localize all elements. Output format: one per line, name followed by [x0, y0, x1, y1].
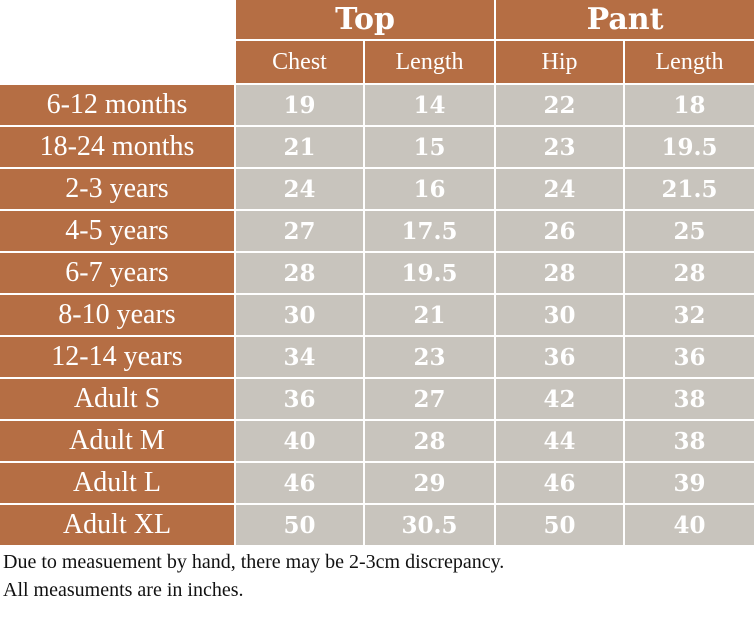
note-discrepancy: Due to measuement by hand, there may be … — [3, 551, 505, 573]
table-cell: 36 — [625, 337, 754, 377]
table-cell: 22 — [496, 85, 623, 125]
table-cell: 24 — [236, 169, 363, 209]
note-units: All measuments are in inches. — [3, 579, 244, 601]
table-cell: 19 — [236, 85, 363, 125]
row-label: 18-24 months — [0, 127, 234, 167]
table-cell: 30 — [236, 295, 363, 335]
row-label: Adult XL — [0, 505, 234, 545]
group-header-pant: Pant — [496, 0, 754, 39]
table-cell: 27 — [236, 211, 363, 251]
table-cell: 32 — [625, 295, 754, 335]
table-cell: 23 — [496, 127, 623, 167]
table-cell: 28 — [496, 253, 623, 293]
table-cell: 23 — [365, 337, 494, 377]
table-cell: 15 — [365, 127, 494, 167]
table-cell: 19.5 — [365, 253, 494, 293]
row-label: 4-5 years — [0, 211, 234, 251]
table-cell: 16 — [365, 169, 494, 209]
table-cell: 36 — [496, 337, 623, 377]
row-label: Adult L — [0, 463, 234, 503]
table-cell: 36 — [236, 379, 363, 419]
row-label: 12-14 years — [0, 337, 234, 377]
table-cell: 42 — [496, 379, 623, 419]
table-cell: 28 — [365, 421, 494, 461]
row-label: 6-7 years — [0, 253, 234, 293]
table-cell: 24 — [496, 169, 623, 209]
table-cell: 21 — [365, 295, 494, 335]
table-cell: 29 — [365, 463, 494, 503]
table-cell: 17.5 — [365, 211, 494, 251]
table-cell: 26 — [496, 211, 623, 251]
table-cell: 38 — [625, 379, 754, 419]
column-header-pant-length: Length — [625, 41, 754, 83]
column-header-pant-hip: Hip — [496, 41, 623, 83]
row-label: 6-12 months — [0, 85, 234, 125]
column-header-top-chest: Chest — [236, 41, 363, 83]
table-cell: 30.5 — [365, 505, 494, 545]
row-label: 8-10 years — [0, 295, 234, 335]
size-chart: Top Chest Length Pant Hip Length 6-12 months 19… — [0, 0, 754, 545]
table-cell: 19.5 — [625, 127, 754, 167]
group-header-top: Top — [236, 0, 494, 39]
table-cell: 40 — [625, 505, 754, 545]
table-cell: 40 — [236, 421, 363, 461]
notes: Due to measuement by hand, there may be … — [3, 548, 504, 604]
table-cell: 25 — [625, 211, 754, 251]
row-label: 2-3 years — [0, 169, 234, 209]
table-cell: 18 — [625, 85, 754, 125]
table-cell: 38 — [625, 421, 754, 461]
table-cell: 28 — [236, 253, 363, 293]
table-cell: 50 — [236, 505, 363, 545]
table-cell: 14 — [365, 85, 494, 125]
row-label: Adult S — [0, 379, 234, 419]
table-cell: 44 — [496, 421, 623, 461]
table-cell: 21 — [236, 127, 363, 167]
table-cell: 46 — [236, 463, 363, 503]
table-cell: 34 — [236, 337, 363, 377]
table-cell: 28 — [625, 253, 754, 293]
table-cell: 27 — [365, 379, 494, 419]
table-cell: 46 — [496, 463, 623, 503]
table-cell: 50 — [496, 505, 623, 545]
row-label: Adult M — [0, 421, 234, 461]
table-cell: 39 — [625, 463, 754, 503]
table-cell: 21.5 — [625, 169, 754, 209]
column-header-top-length: Length — [365, 41, 494, 83]
table-cell: 30 — [496, 295, 623, 335]
